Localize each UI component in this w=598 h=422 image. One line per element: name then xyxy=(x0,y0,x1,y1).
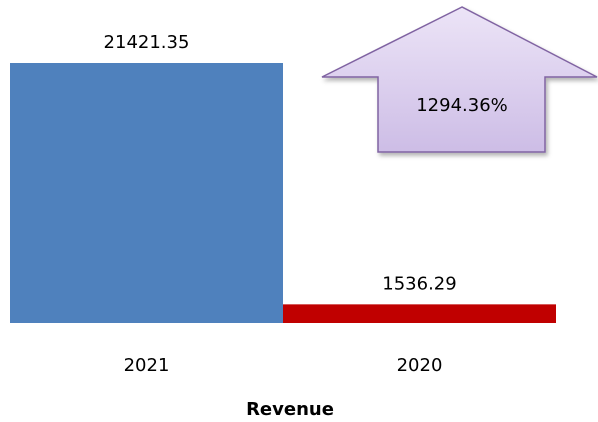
bar xyxy=(283,304,556,323)
annotation: 1294.36% xyxy=(416,95,508,116)
bar xyxy=(10,63,283,323)
x-tick-label: 2020 xyxy=(397,355,443,376)
x-axis-label: Revenue xyxy=(246,399,334,420)
arrow-callout xyxy=(321,6,598,153)
data-label: 21421.35 xyxy=(104,32,190,53)
x-tick-label: 2021 xyxy=(124,355,170,376)
data-label: 1536.29 xyxy=(382,273,456,294)
